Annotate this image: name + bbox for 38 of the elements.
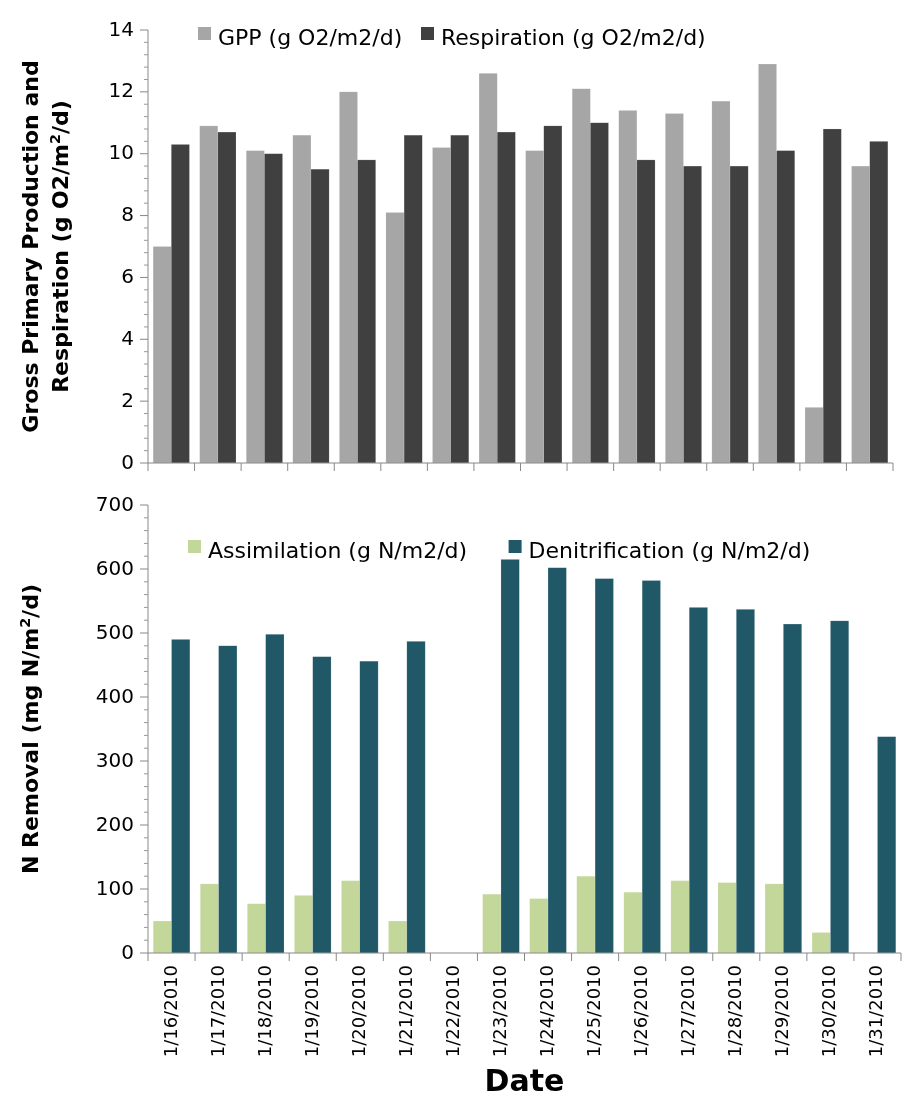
y-tick-label: 12 <box>108 78 134 103</box>
y-tick-label: 0 <box>121 939 134 964</box>
y-tick-label: 300 <box>95 747 134 772</box>
legend-label: GPP (g O2/m2/d) <box>218 25 403 50</box>
bar <box>877 736 897 954</box>
x-tick-label: 1/18/2010 <box>253 965 275 1058</box>
x-tick-label: 1/24/2010 <box>536 965 558 1058</box>
x-tick-label: 1/31/2010 <box>865 965 887 1058</box>
legend-label: Denitrification (g N/m2/d) <box>528 538 811 563</box>
legend-label: Assimilation (g N/m2/d) <box>208 538 468 563</box>
x-tick-label: 1/16/2010 <box>159 965 181 1058</box>
x-tick-label: 1/22/2010 <box>441 965 463 1058</box>
x-tick-label: 1/26/2010 <box>630 965 652 1058</box>
x-axis-title: Date <box>484 1063 565 1096</box>
x-tick-label: 1/23/2010 <box>488 965 510 1058</box>
y-tick-label: 500 <box>95 619 134 644</box>
y-tick-label: 4 <box>121 325 134 350</box>
y-tick-label: 10 <box>108 140 134 165</box>
x-tick-label: 1/28/2010 <box>724 965 746 1058</box>
y-tick-label: 0 <box>121 449 134 474</box>
x-tick-label: 1/19/2010 <box>300 965 322 1058</box>
x-tick-label: 1/20/2010 <box>347 965 369 1058</box>
x-tick-label: 1/25/2010 <box>583 965 605 1058</box>
legend-label: Respiration (g O2/m2/d) <box>441 25 706 50</box>
y-tick-label: 200 <box>95 811 134 836</box>
y-tick-label: 2 <box>121 387 134 412</box>
y-tick-label: 6 <box>121 263 134 288</box>
x-tick-label: 1/17/2010 <box>206 965 228 1058</box>
y-tick-label: 600 <box>95 555 134 580</box>
x-tick-label: 1/30/2010 <box>818 965 840 1058</box>
x-tick-label: 1/29/2010 <box>771 965 793 1058</box>
y-tick-label: 14 <box>108 16 134 41</box>
y-tick-label: 100 <box>95 875 134 900</box>
y-tick-label: 400 <box>95 683 134 708</box>
y-tick-label: 700 <box>95 491 134 516</box>
y-tick-label: 8 <box>121 202 134 227</box>
x-tick-label: 1/21/2010 <box>394 965 416 1058</box>
x-tick-label: 1/27/2010 <box>677 965 699 1058</box>
